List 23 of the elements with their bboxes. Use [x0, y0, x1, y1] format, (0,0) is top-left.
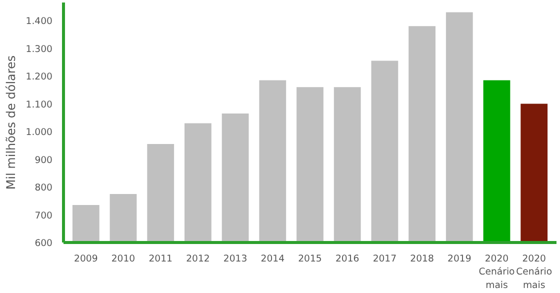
y-tick-label: 1.300: [26, 44, 53, 55]
y-tick-label: 1.100: [26, 99, 53, 110]
x-tick-label: 2014: [260, 254, 285, 264]
x-tick-label: 2011: [148, 254, 173, 264]
y-tick-label: 800: [34, 182, 53, 194]
x-tick-label: 2009: [74, 254, 98, 264]
x-tick-label: 2013: [223, 254, 248, 264]
x-tick-label: 2020 Cenário mais: [516, 254, 552, 291]
x-tick-label: 2018: [410, 254, 434, 264]
x-tick-label: 2012: [186, 254, 210, 264]
y-tick-label: 700: [34, 210, 53, 222]
x-tick-label: 2015: [298, 254, 322, 264]
y-tick-label: 1.000: [26, 127, 53, 138]
y-axis-title: Mil milhões de dólares: [4, 55, 18, 190]
x-tick-label: 2016: [335, 254, 360, 264]
x-tick-label: 2017: [372, 254, 397, 264]
y-tick-label: 900: [34, 154, 53, 166]
x-tick-label: 2020 Cenário mais: [478, 254, 516, 291]
x-tick-label: 2010: [111, 254, 136, 264]
y-tick-label: 1.400: [26, 16, 53, 28]
y-tick-label: 600: [34, 238, 53, 249]
y-tick-label: 1.200: [26, 72, 53, 83]
x-tick-label: 2019: [448, 254, 472, 264]
